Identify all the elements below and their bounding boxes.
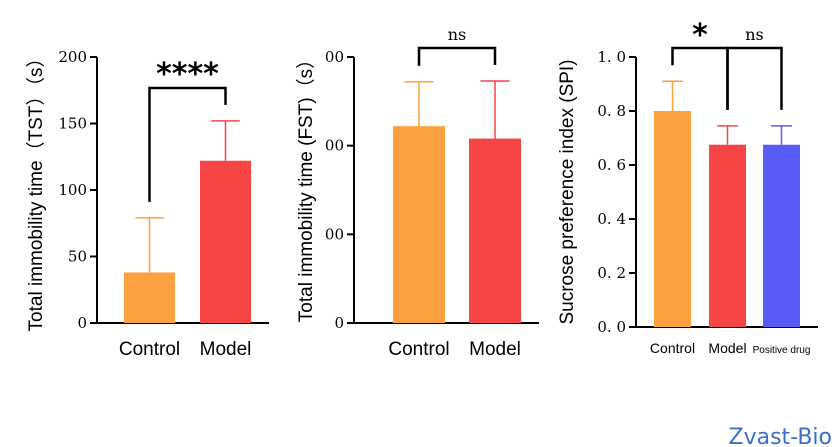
- y-tick-label: 00: [325, 137, 344, 155]
- significance-label: ****: [156, 57, 219, 92]
- bar-control: [654, 111, 691, 327]
- significance-bracket: [726, 46, 783, 110]
- y-tick-label: 0. 2: [597, 264, 626, 282]
- spi-panel: 0. 0 0. 2 0. 4 0. 6 0. 8 1. 0 Sucrose preferen…: [557, 18, 818, 356]
- y-tick-label: 1. 0: [597, 48, 626, 66]
- y-tick-label: 0. 0: [597, 318, 626, 336]
- y-tick-label: 100: [58, 181, 87, 199]
- watermark: Zvast-Bio: [729, 425, 832, 447]
- bar-model: [469, 138, 521, 323]
- y-tick-label: 0. 8: [597, 102, 626, 120]
- category-label: Model: [708, 340, 746, 356]
- significance-label: ns: [448, 25, 467, 44]
- bar-model: [200, 160, 251, 323]
- category-label: Model: [469, 339, 521, 360]
- significance-bracket: [417, 46, 497, 66]
- bar-model: [709, 144, 746, 327]
- y-axis-label: Total immobility time (FST)（s）: [295, 50, 317, 322]
- significance-bracket: [671, 46, 729, 110]
- category-label: Model: [200, 339, 252, 360]
- y-tick-label: 0. 6: [597, 156, 626, 174]
- bar-control: [124, 272, 175, 323]
- significance-label: ns: [745, 25, 764, 44]
- category-label: Control: [650, 340, 695, 356]
- y-tick-label: 150: [58, 115, 87, 133]
- tst-panel: 0 50 100 150 200 Total immobility time（TST）（s…: [25, 48, 269, 360]
- y-tick-label: 0: [334, 314, 344, 332]
- significance-label: *: [692, 18, 708, 53]
- significance-bracket: [148, 86, 227, 202]
- y-tick-label: 00: [325, 48, 344, 66]
- y-axis-label: Sucrose preference index (SPI): [557, 59, 578, 324]
- y-tick-label: 00: [325, 225, 344, 243]
- bar-positive-drug: [763, 144, 800, 327]
- y-tick-label: 200: [58, 48, 87, 66]
- category-label: Control: [119, 339, 180, 360]
- y-tick-label: 0: [77, 314, 87, 332]
- y-tick-label: 50: [68, 248, 87, 266]
- category-label: Positive drug: [753, 345, 811, 356]
- category-label: Control: [388, 339, 449, 360]
- y-tick-label: 0. 4: [597, 210, 626, 228]
- y-axis-label: Total immobility time（TST）（s）: [25, 49, 47, 332]
- bar-control: [393, 126, 445, 323]
